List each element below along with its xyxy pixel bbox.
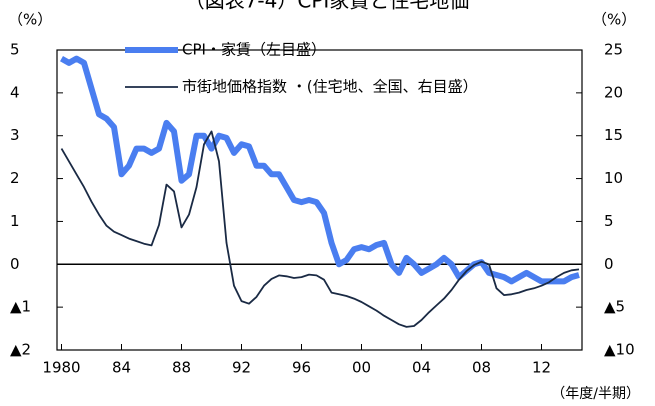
legend-label: 市街地価格指数 ・(住宅地、全国、右目盛） — [182, 78, 478, 96]
x-tick-label: 1980 — [42, 359, 80, 377]
x-tick-label: 96 — [292, 359, 311, 377]
y-tick-label: 1 — [10, 212, 20, 230]
y2-tick-label: 0 — [604, 255, 614, 273]
y2-tick-label: ▲5 — [604, 298, 625, 316]
y-tick-label: 5 — [10, 41, 20, 59]
y-tick-label: 4 — [10, 83, 20, 101]
y2-tick-label: 25 — [604, 41, 623, 59]
y2-tick-label: 20 — [604, 83, 623, 101]
y2-tick-label: 5 — [604, 212, 614, 230]
x-tick-label: 92 — [232, 359, 251, 377]
x-tick-label: 12 — [532, 359, 551, 377]
y-tick-label: 3 — [10, 126, 20, 144]
y-unit: （%） — [8, 11, 52, 29]
y2-tick-label: ▲10 — [604, 341, 635, 359]
y2-tick-label: 10 — [604, 169, 623, 187]
x-tick-label: 04 — [412, 359, 431, 377]
plot-frame — [56, 49, 583, 351]
x-label: （年度/半期） — [551, 386, 640, 402]
x-tick-label: 00 — [352, 359, 371, 377]
y-tick-label: ▲2 — [10, 341, 31, 359]
y-tick-label: 2 — [10, 169, 20, 187]
chart-title: （図表7-4）CPI家賃と住宅地価 — [185, 0, 470, 13]
x-tick-label: 88 — [172, 359, 191, 377]
y2-unit: （%） — [592, 11, 636, 29]
y-tick-label: 0 — [10, 255, 20, 273]
y-tick-label: ▲1 — [10, 298, 31, 316]
x-tick-label: 08 — [472, 359, 491, 377]
legend-label: CPI・家賃（左目盛） — [182, 41, 326, 59]
series-line — [60, 130, 580, 328]
y2-tick-label: 15 — [604, 126, 623, 144]
x-tick-label: 84 — [112, 359, 131, 377]
